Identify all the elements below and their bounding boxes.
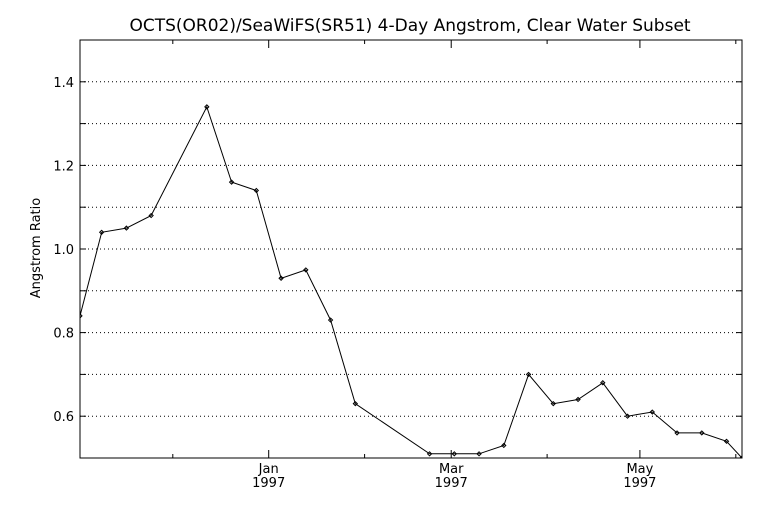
data-point [739,455,742,458]
y-axis-label: Angstrom Ratio [29,198,44,298]
data-point [451,451,458,457]
x-tick-year-label: 1997 [435,476,468,491]
y-tick-label: 0.8 [53,327,74,342]
data-point [501,442,507,449]
y-tick-label: 0.6 [53,410,74,425]
data-point [476,451,482,457]
x-tick-year-label: 1997 [252,476,285,491]
data-point [674,430,680,436]
data-point [148,212,154,219]
data-point [352,400,359,407]
data-point [278,275,284,281]
y-axis-ticks: 0.6 0.8 1.0 1.2 1.4 [53,76,742,425]
data-point [98,229,105,235]
y-tick-label: 1.4 [53,76,74,91]
data-point [649,409,655,415]
data-point [253,187,260,194]
data-point [600,380,606,386]
x-tick-label: May [626,462,653,477]
data-point [80,313,83,319]
data-point [303,267,309,273]
series-line [80,105,742,458]
y-tick-label: 1.0 [53,243,74,258]
data-point [327,317,334,323]
data-point [550,400,557,407]
data-point [525,371,532,378]
plot-area [80,104,742,458]
y-tick-label: 1.2 [53,159,74,174]
plot-frame [79,39,743,459]
data-point [228,179,235,185]
grid [80,81,742,417]
data-point [204,104,210,110]
x-tick-label: Mar [439,462,464,477]
data-point [723,438,730,444]
data-point [426,451,433,457]
data-point [699,430,705,436]
data-point [123,225,130,231]
x-tick-year-label: 1997 [623,476,656,491]
chart-title: OCTS(OR02)/SeaWiFS(SR51) 4-Day Angstrom,… [129,16,690,36]
data-point [575,396,581,403]
x-tick-label: Jan [258,462,279,477]
series-layer [80,104,742,458]
data-point [624,413,631,419]
